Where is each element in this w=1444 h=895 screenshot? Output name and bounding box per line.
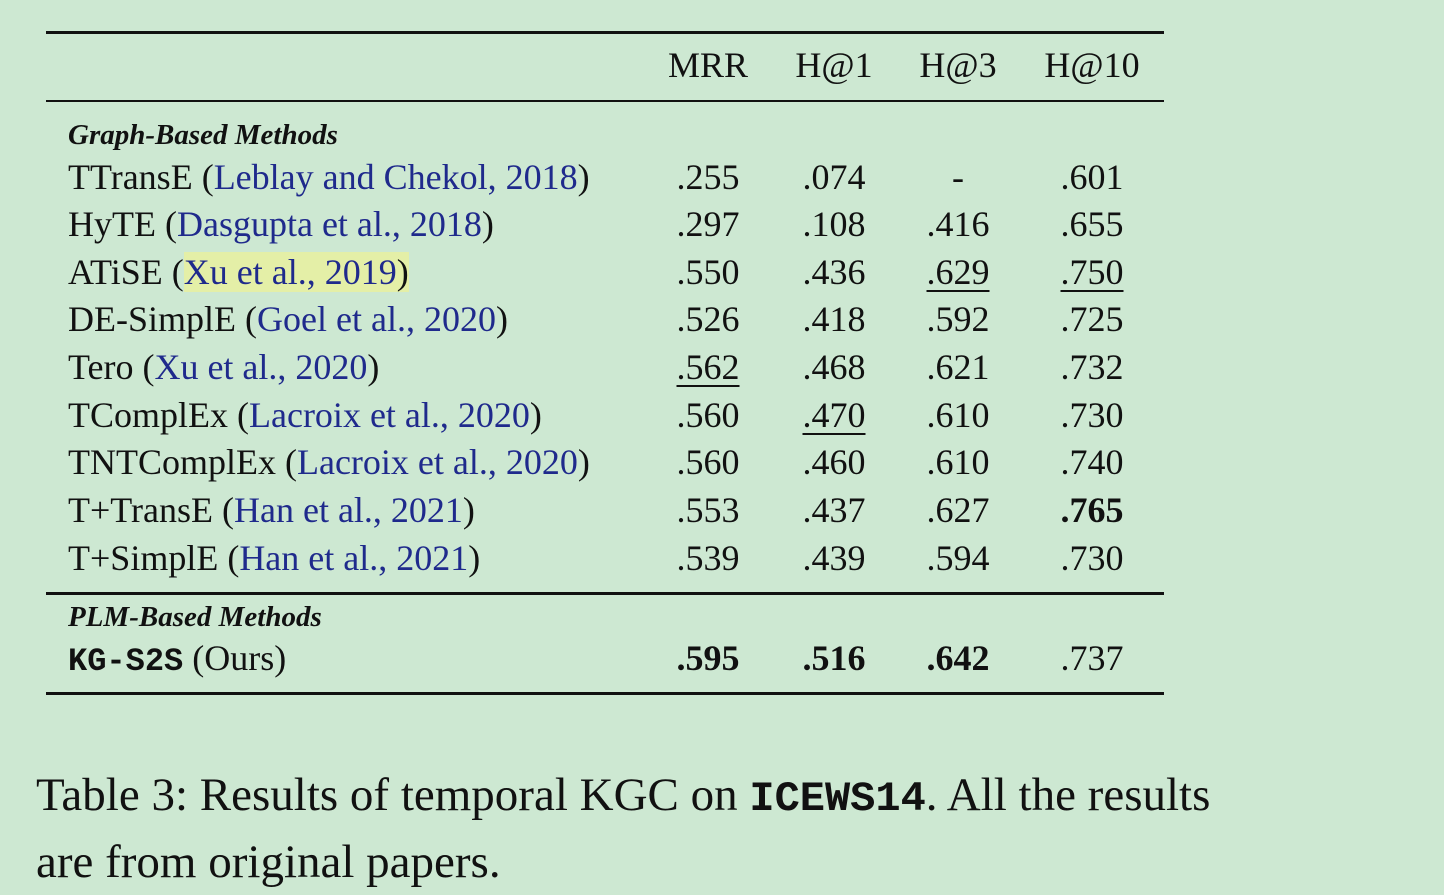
method-cell: TTransE (Leblay and Chekol, 2018)	[68, 157, 590, 197]
citation-link[interactable]: Dasgupta et al., 2018	[176, 204, 482, 244]
mrr-cell: .550	[676, 252, 740, 292]
h10-cell: .730	[1060, 538, 1124, 578]
mrr-cell: .526	[676, 299, 740, 339]
mrr-cell: .595	[676, 638, 740, 678]
mrr-cell: .560	[676, 442, 740, 482]
h1-cell: .468	[802, 347, 866, 387]
method-cell: T+TransE (Han et al., 2021)	[68, 490, 475, 530]
citation-link[interactable]: Goel et al., 2020	[257, 299, 496, 339]
table-row-ours: KG-S2S (Ours) .595 .516 .642 .737	[0, 637, 1444, 685]
bottom-rule	[46, 692, 1164, 695]
h10-cell: .740	[1060, 442, 1124, 482]
h3-cell: .610	[926, 442, 990, 482]
method-cell: Tero (Xu et al., 2020)	[68, 347, 380, 387]
method-cell: KG-S2S (Ours)	[68, 638, 287, 680]
h3-cell: .592	[926, 299, 990, 339]
dataset-name: ICEWS14	[749, 775, 926, 823]
method-cell: TNTComplEx (Lacroix et al., 2020)	[68, 442, 590, 482]
mrr-cell: .562	[676, 347, 740, 387]
citation-link[interactable]: Han et al., 2021	[233, 490, 463, 530]
method-cell: HyTE (Dasgupta et al., 2018)	[68, 204, 494, 244]
citation-link[interactable]: Xu et al., 2020	[154, 347, 368, 387]
model-name: KG-S2S	[68, 643, 184, 680]
h3-cell: .627	[926, 490, 990, 530]
h10-cell: .601	[1060, 157, 1124, 197]
h10-cell: .725	[1060, 299, 1124, 339]
h3-cell: .610	[926, 395, 990, 435]
h10-cell: .732	[1060, 347, 1124, 387]
h10-cell: .730	[1060, 395, 1124, 435]
header-mrr: MRR	[667, 45, 749, 85]
h1-cell: .074	[802, 157, 866, 197]
header-h10: H@10	[1044, 45, 1140, 85]
h1-cell: .418	[802, 299, 866, 339]
header-rule	[46, 100, 1164, 102]
h3-cell: .642	[926, 638, 990, 678]
table-row: TTransE (Leblay and Chekol, 2018) .255 .…	[0, 156, 1444, 204]
table-row: ATiSE (Xu et al., 2019) .550 .436 .629 .…	[0, 251, 1444, 299]
method-cell: TComplEx (Lacroix et al., 2020)	[68, 395, 542, 435]
top-rule	[46, 31, 1164, 34]
h3-cell: .629	[926, 252, 990, 292]
header-h3: H@3	[919, 45, 997, 85]
group-graph-based: Graph-Based Methods	[68, 119, 338, 151]
citation-link[interactable]: Lacroix et al., 2020	[249, 395, 530, 435]
method-cell: T+SimplE (Han et al., 2021)	[68, 538, 481, 578]
table-row: T+SimplE (Han et al., 2021) .539 .439 .5…	[0, 537, 1444, 585]
h1-cell: .470	[802, 395, 866, 435]
table-row: TComplEx (Lacroix et al., 2020) .560 .47…	[0, 394, 1444, 442]
citation-link[interactable]: Leblay and Chekol, 2018	[213, 157, 578, 197]
h3-cell: .416	[926, 204, 990, 244]
mrr-cell: .553	[676, 490, 740, 530]
table-row: HyTE (Dasgupta et al., 2018) .297 .108 .…	[0, 203, 1444, 251]
table-row: DE-SimplE (Goel et al., 2020) .526 .418 …	[0, 298, 1444, 346]
header-h1: H@1	[795, 45, 873, 85]
mrr-cell: .255	[676, 157, 740, 197]
h1-cell: .108	[802, 204, 866, 244]
h3-cell: .621	[926, 347, 990, 387]
table-caption: Table 3: Results of temporal KGC on ICEW…	[36, 769, 1211, 888]
h3-cell: -	[952, 157, 964, 197]
group-plm-based: PLM-Based Methods	[68, 601, 322, 633]
h10-cell: .750	[1060, 252, 1124, 292]
citation-link[interactable]: Han et al., 2021	[239, 538, 469, 578]
citation-link[interactable]: Lacroix et al., 2020	[296, 442, 578, 482]
h3-cell: .594	[926, 538, 990, 578]
method-cell: DE-SimplE (Goel et al., 2020)	[68, 299, 508, 339]
h1-cell: .437	[802, 490, 866, 530]
h1-cell: .516	[802, 638, 866, 678]
h1-cell: .436	[802, 252, 866, 292]
h10-cell: .765	[1060, 490, 1124, 530]
method-cell: ATiSE (Xu et al., 2019)	[68, 252, 409, 292]
table-row: T+TransE (Han et al., 2021) .553 .437 .6…	[0, 489, 1444, 537]
h10-cell: .655	[1060, 204, 1124, 244]
mrr-cell: .539	[676, 538, 740, 578]
h1-cell: .439	[802, 538, 866, 578]
h1-cell: .460	[802, 442, 866, 482]
table-row: TNTComplEx (Lacroix et al., 2020) .560 .…	[0, 441, 1444, 489]
mrr-cell: .297	[676, 204, 740, 244]
mrr-cell: .560	[676, 395, 740, 435]
table-row: Tero (Xu et al., 2020) .562 .468 .621 .7…	[0, 346, 1444, 394]
h10-cell: .737	[1060, 638, 1124, 678]
mid-rule	[46, 592, 1164, 595]
citation-link[interactable]: Xu et al., 2019	[183, 252, 397, 292]
